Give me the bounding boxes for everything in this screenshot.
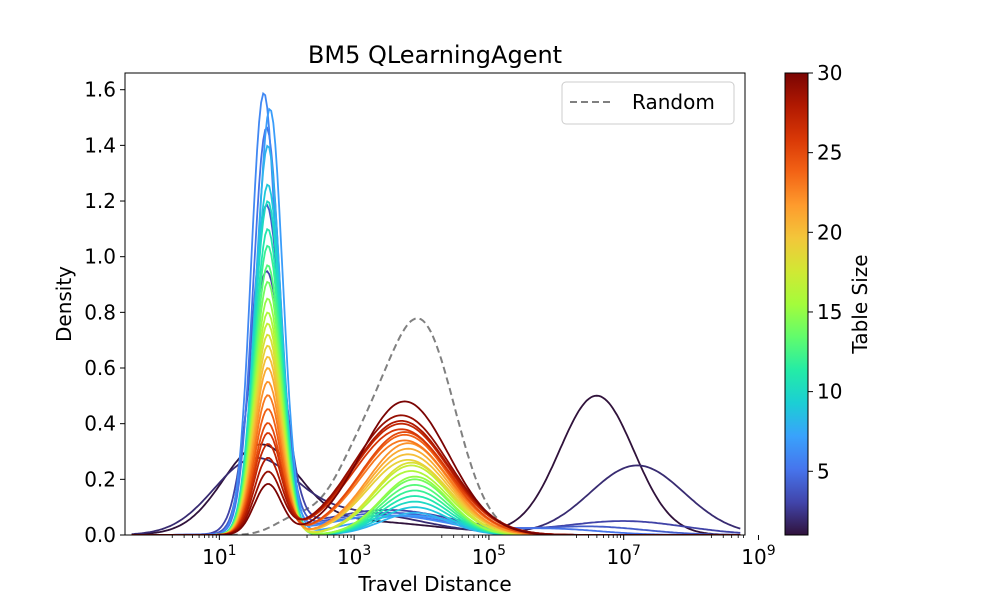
legend: Random bbox=[561, 81, 735, 125]
y-tick-label: 1.2 bbox=[84, 189, 116, 213]
legend-random-label: Random bbox=[632, 90, 715, 114]
colorbar-tick-label: 5 bbox=[817, 459, 830, 483]
y-tick-label: 0.8 bbox=[84, 300, 116, 324]
series-line-table-size-16 bbox=[131, 311, 741, 535]
series-line-table-size-5 bbox=[131, 126, 741, 535]
y-tick-label: 0.0 bbox=[84, 523, 116, 547]
colorbar-ticks: 5 10 15 20 25 30 bbox=[808, 61, 842, 483]
y-tick-label: 0.6 bbox=[84, 356, 116, 380]
x-axis-label: Travel Distance bbox=[357, 572, 511, 596]
colorbar-tick-label: 10 bbox=[817, 380, 842, 404]
y-tick-label: 1.4 bbox=[84, 133, 116, 157]
series-line-table-size-13 bbox=[131, 264, 741, 535]
colorbar: 5 10 15 20 25 30 Table Size bbox=[784, 61, 872, 536]
x-tick-label: 103 bbox=[337, 543, 371, 569]
series-line-table-size-6 bbox=[131, 91, 741, 535]
x-tick-label: 101 bbox=[202, 543, 236, 569]
series-line-table-size-3 bbox=[131, 270, 741, 535]
y-axis-ticks: 0.0 0.2 0.4 0.6 0.8 1.0 1.2 1.4 1.6 bbox=[84, 78, 125, 547]
series-line-table-size-2 bbox=[131, 456, 741, 535]
series-line-table-size-30 bbox=[131, 400, 741, 535]
series-line-table-size-1 bbox=[131, 394, 741, 535]
x-tick-label: 105 bbox=[472, 543, 506, 569]
y-tick-label: 1.6 bbox=[84, 78, 116, 102]
x-tick-label: 109 bbox=[741, 543, 775, 569]
legend-box bbox=[561, 81, 735, 125]
series-line-table-size-14 bbox=[131, 280, 741, 535]
x-tick-label: 107 bbox=[607, 543, 641, 569]
colorbar-gradient bbox=[784, 72, 809, 536]
colorbar-label: Table Size bbox=[848, 254, 872, 354]
colorbar-tick-label: 30 bbox=[817, 61, 842, 85]
series-layer bbox=[131, 91, 741, 535]
colorbar-tick-label: 25 bbox=[817, 141, 842, 165]
series-line-table-size-12 bbox=[131, 244, 741, 535]
y-tick-label: 0.4 bbox=[84, 412, 116, 436]
chart-title: BM5 QLearningAgent bbox=[308, 41, 562, 69]
series-line-table-size-23 bbox=[131, 394, 741, 535]
colorbar-tick-label: 20 bbox=[817, 220, 842, 244]
series-line-table-size-4 bbox=[131, 203, 741, 535]
y-tick-label: 1.0 bbox=[84, 245, 116, 269]
x-axis-ticks: 101 103 105 107 109 bbox=[171, 535, 776, 569]
y-tick-label: 0.2 bbox=[84, 467, 116, 491]
series-line-table-size-18 bbox=[131, 333, 741, 535]
y-axis-label: Density bbox=[52, 266, 76, 342]
plot-frame bbox=[124, 72, 746, 536]
colorbar-tick-label: 15 bbox=[817, 300, 842, 324]
